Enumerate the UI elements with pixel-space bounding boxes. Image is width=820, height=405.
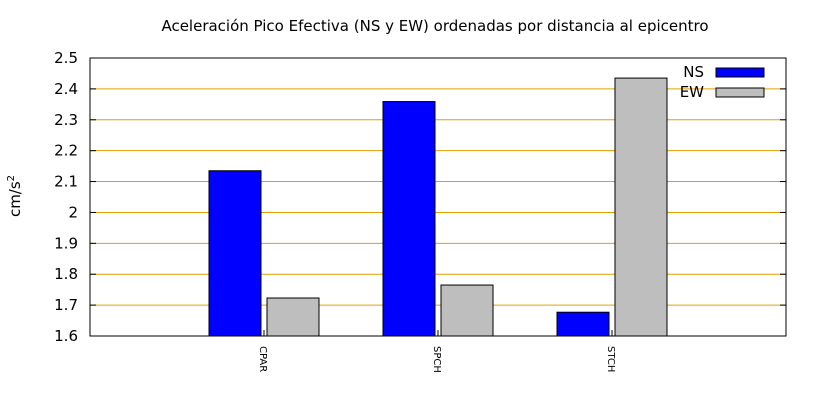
legend-swatch [715, 67, 765, 78]
bar-ns-spch [382, 101, 436, 337]
legend-label: NS [683, 63, 704, 81]
bar-ew-stch [614, 77, 668, 337]
y-axis-label-superscript: 2 [6, 175, 17, 181]
x-tick-labels: CPAR SPCH STCH [257, 330, 616, 373]
bars [208, 77, 668, 337]
legend-label: EW [680, 83, 704, 101]
bar-ew-cpar [266, 297, 320, 337]
legend-swatch [715, 87, 765, 98]
y-tick-label: 2.5 [54, 49, 78, 67]
chart-title: Aceleración Pico Efectiva (NS y EW) orde… [161, 17, 708, 35]
bar-ew-spch [440, 284, 494, 337]
y-tick-label: 1.8 [54, 265, 78, 283]
x-tick-label: CPAR [257, 346, 268, 372]
y-tick-label: 1.6 [54, 327, 78, 345]
y-tick-label: 2 [68, 203, 78, 221]
bar-ns-stch [556, 311, 610, 337]
x-tick-label: SPCH [431, 346, 442, 373]
y-tick-label: 1.7 [54, 296, 78, 314]
bar-ns-cpar [208, 170, 262, 337]
y-tick-label: 2.2 [54, 142, 78, 160]
x-tick-label: STCH [605, 346, 616, 372]
y-axis-label-unit: cm/s [6, 181, 24, 217]
y-tick-label: 1.9 [54, 234, 78, 252]
y-tick-label: 2.4 [54, 80, 78, 98]
legend: NS EW [680, 63, 765, 101]
y-tick-label: 2.1 [54, 173, 78, 191]
y-ticks: 1.6 1.7 1.8 1.9 2 2.1 2.2 2.3 2.4 2.5 [54, 49, 786, 345]
y-axis-label: cm/s2 [6, 175, 24, 217]
y-tick-label: 2.3 [54, 111, 78, 129]
grid-lines [90, 88, 786, 306]
